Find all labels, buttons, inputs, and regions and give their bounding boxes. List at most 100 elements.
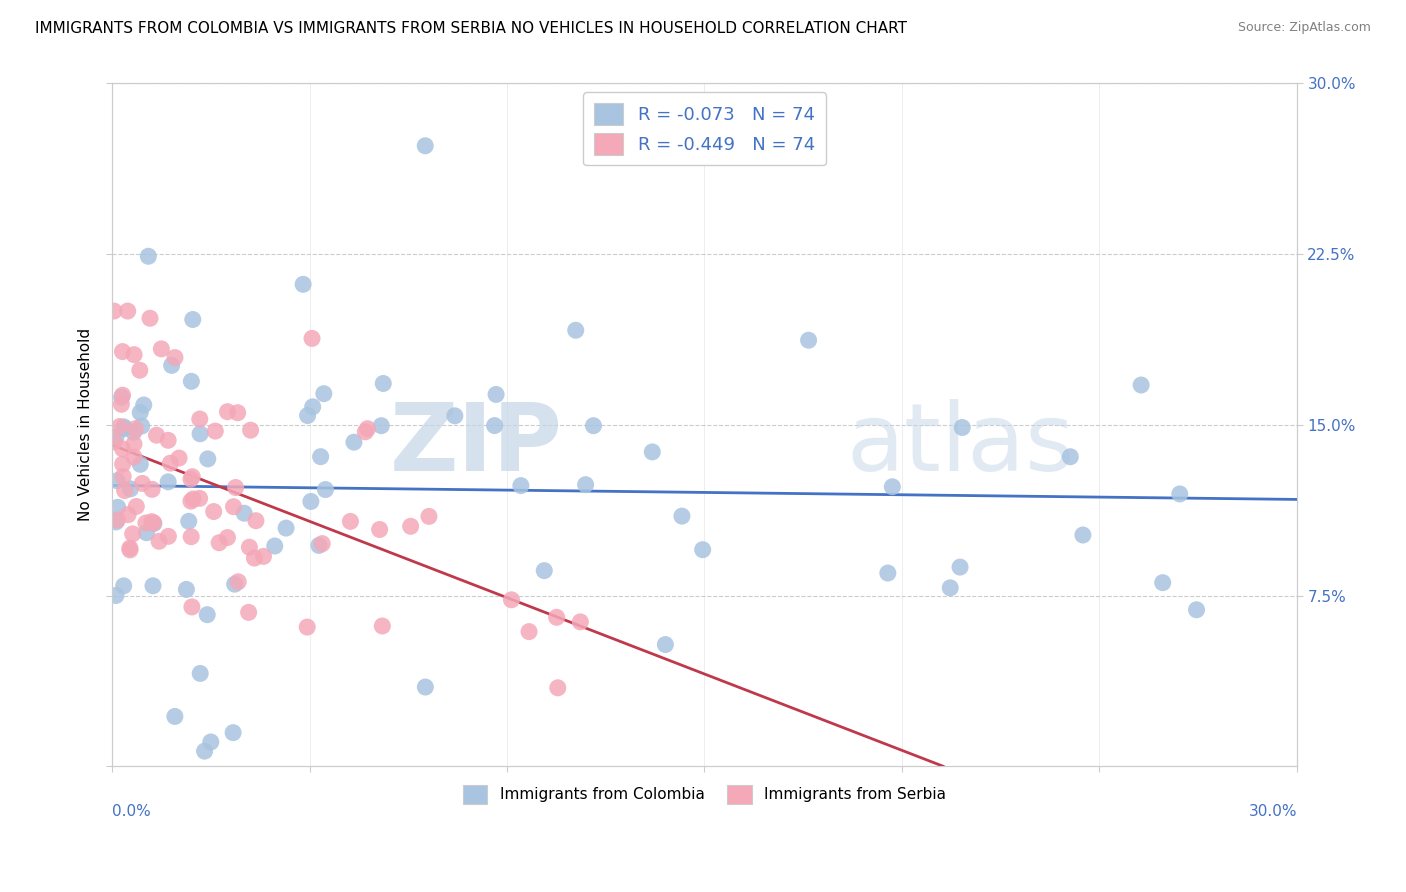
Point <box>195 607 218 622</box>
Point <box>118 541 141 555</box>
Point <box>163 351 186 365</box>
Point <box>160 359 183 373</box>
Point <box>118 543 141 558</box>
Point <box>373 376 395 391</box>
Point <box>239 423 262 437</box>
Point <box>120 482 142 496</box>
Point <box>193 744 215 758</box>
Point <box>181 469 204 483</box>
Point <box>222 725 245 739</box>
Point <box>312 386 335 401</box>
Point <box>292 277 315 292</box>
Point <box>150 342 173 356</box>
Point <box>188 426 211 441</box>
Point <box>517 624 540 639</box>
Point <box>103 304 125 318</box>
Point <box>208 535 231 549</box>
Point <box>546 610 568 624</box>
Point <box>139 311 162 326</box>
Point <box>157 529 180 543</box>
Point <box>111 344 134 359</box>
Point <box>939 581 962 595</box>
Point <box>1071 528 1094 542</box>
Point <box>882 480 904 494</box>
Point <box>547 681 569 695</box>
Point <box>124 422 146 436</box>
Point <box>370 418 392 433</box>
Point <box>112 579 135 593</box>
Point <box>263 539 285 553</box>
Point <box>204 424 226 438</box>
Point <box>308 538 330 552</box>
Point <box>104 515 127 529</box>
Point <box>111 388 134 402</box>
Point <box>181 312 204 326</box>
Point <box>188 491 211 506</box>
Point <box>167 451 190 466</box>
Point <box>1130 378 1153 392</box>
Point <box>949 560 972 574</box>
Text: atlas: atlas <box>846 400 1076 491</box>
Point <box>301 400 323 414</box>
Legend: Immigrants from Colombia, Immigrants from Serbia: Immigrants from Colombia, Immigrants fro… <box>457 779 952 810</box>
Point <box>343 435 366 450</box>
Point <box>131 476 153 491</box>
Point <box>501 592 523 607</box>
Point <box>238 606 260 620</box>
Point <box>122 348 145 362</box>
Point <box>252 549 274 564</box>
Point <box>112 422 135 436</box>
Point <box>111 457 134 471</box>
Point <box>238 540 260 554</box>
Point <box>575 477 598 491</box>
Point <box>339 515 361 529</box>
Point <box>354 425 377 439</box>
Point <box>129 406 152 420</box>
Point <box>1152 575 1174 590</box>
Point <box>142 516 165 531</box>
Point <box>163 709 186 723</box>
Point <box>180 472 202 486</box>
Point <box>243 551 266 566</box>
Point <box>876 566 898 580</box>
Point <box>1185 603 1208 617</box>
Point <box>297 409 319 423</box>
Point <box>176 582 198 597</box>
Point <box>299 494 322 508</box>
Point <box>110 397 132 411</box>
Point <box>222 500 245 514</box>
Point <box>129 458 152 472</box>
Point <box>217 405 239 419</box>
Point <box>371 619 394 633</box>
Point <box>180 374 202 388</box>
Point <box>125 500 148 514</box>
Text: Source: ZipAtlas.com: Source: ZipAtlas.com <box>1237 21 1371 35</box>
Point <box>641 445 664 459</box>
Point <box>485 387 508 401</box>
Point <box>122 450 145 464</box>
Point <box>654 638 676 652</box>
Point <box>188 412 211 426</box>
Point <box>108 419 131 434</box>
Point <box>197 451 219 466</box>
Point <box>112 469 135 483</box>
Point <box>142 579 165 593</box>
Point <box>107 513 129 527</box>
Point <box>582 418 605 433</box>
Point <box>104 589 127 603</box>
Point <box>177 514 200 528</box>
Point <box>145 428 167 442</box>
Point <box>484 418 506 433</box>
Point <box>200 735 222 749</box>
Point <box>692 542 714 557</box>
Point <box>135 525 157 540</box>
Point <box>1059 450 1081 464</box>
Point <box>103 434 125 449</box>
Point <box>107 500 129 515</box>
Point <box>569 615 592 629</box>
Text: 30.0%: 30.0% <box>1249 804 1296 819</box>
Point <box>110 390 132 404</box>
Point <box>117 304 139 318</box>
Point <box>671 509 693 524</box>
Point <box>112 420 135 434</box>
